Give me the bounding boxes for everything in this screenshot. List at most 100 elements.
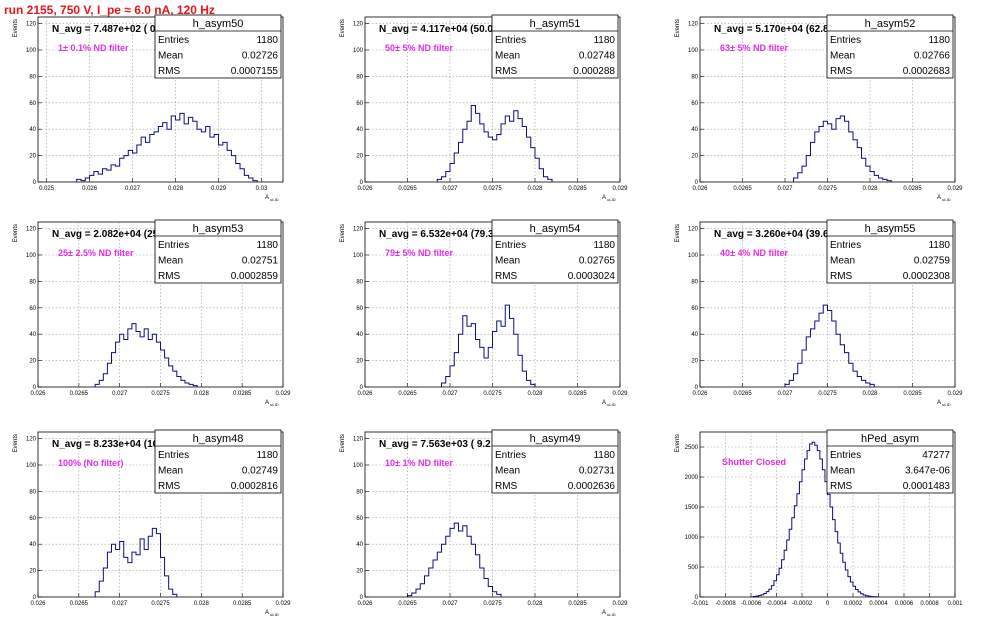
histogram-line <box>793 115 892 182</box>
stat-label-entries: Entries <box>158 35 189 46</box>
y-tick-label: 80 <box>29 279 36 285</box>
x-axis-label: A uLID <box>265 400 279 407</box>
y-tick-label: 80 <box>29 74 36 80</box>
y-axis-label: Events <box>340 434 346 452</box>
x-tick-label: 0.0265 <box>398 601 417 607</box>
x-tick-label: 0.0265 <box>733 186 752 192</box>
stat-value-rms: 0.0007155 <box>231 66 279 77</box>
y-tick-label: 80 <box>356 279 363 285</box>
histogram-line <box>436 104 553 182</box>
x-tick-label: 0.026 <box>692 391 708 397</box>
y-tick-label: 120 <box>353 227 364 233</box>
stat-label-mean: Mean <box>830 51 855 62</box>
stat-label-mean: Mean <box>158 51 183 62</box>
x-tick-label: 0.0004 <box>869 601 888 607</box>
n-avg-label: N_avg = 8.233e+04 (100.0 %) <box>52 439 187 450</box>
y-tick-label: 120 <box>353 437 364 443</box>
y-tick-label: 60 <box>356 306 363 312</box>
x-axis-label: A uLID <box>937 195 951 202</box>
x-tick-label: 0.026 <box>357 391 373 397</box>
n-avg-label: N_avg = 2.082e+04 (25.3 %) <box>52 229 182 240</box>
y-tick-label: 100 <box>26 463 37 469</box>
x-tick-label: 0.029 <box>612 601 628 607</box>
x-axis-label: A uLID <box>937 400 951 407</box>
stat-value-rms: 0.000288 <box>573 66 615 77</box>
stat-value-mean: 0.02751 <box>242 256 279 267</box>
y-tick-label: 0 <box>360 180 364 186</box>
run-title: run 2155, 750 V, I_pe ≈ 6.0 nA, 120 Hz <box>4 3 215 17</box>
x-tick-label: 0.028 <box>194 601 210 607</box>
y-axis-label: Events <box>675 224 681 242</box>
x-tick-label: 0.026 <box>30 391 46 397</box>
y-tick-label: 120 <box>353 22 364 28</box>
x-tick-label: 0.0275 <box>151 391 170 397</box>
y-axis-label: Events <box>675 434 681 452</box>
x-tick-label: 0.028 <box>527 186 543 192</box>
y-tick-label: 40 <box>356 332 363 338</box>
y-tick-label: 0 <box>360 385 364 391</box>
histogram-name: h_asym48 <box>193 433 244 445</box>
stat-value-rms: 0.0002308 <box>903 271 951 282</box>
stats-box <box>491 429 619 494</box>
stat-value-entries: 1180 <box>593 240 615 251</box>
stats-box <box>826 429 954 494</box>
x-tick-label: 0.029 <box>275 601 291 607</box>
x-tick-label: 0.0002 <box>844 601 863 607</box>
stat-value-entries: 1180 <box>928 240 950 251</box>
stats-box <box>826 14 954 79</box>
panel-h_asym54: 0.026 0.0265 0.027 0.0275 0.028 0.0285 0.029 0 2… <box>340 219 628 407</box>
x-tick-label: 0.026 <box>82 186 98 192</box>
filter-label: 63± 5% ND filter <box>720 43 788 53</box>
y-tick-label: 80 <box>29 489 36 495</box>
y-tick-label: 60 <box>356 101 363 107</box>
histogram-name: h_asym51 <box>530 18 581 30</box>
y-tick-label: 100 <box>353 48 364 54</box>
stat-value-mean: 0.02726 <box>242 51 279 62</box>
y-axis-label: Events <box>13 19 19 37</box>
x-tick-label: 0.0285 <box>233 391 252 397</box>
stat-value-entries: 1180 <box>593 35 615 46</box>
y-tick-label: 80 <box>356 489 363 495</box>
filter-label: 79± 5% ND filter <box>385 248 453 258</box>
histogram-name: hPed_asym <box>861 433 919 445</box>
x-tick-label: 0.0285 <box>903 391 922 397</box>
y-tick-label: 120 <box>688 227 699 233</box>
y-tick-label: 120 <box>688 22 699 28</box>
panel-h_asym53: 0.026 0.0265 0.027 0.0275 0.028 0.0285 0.029 0 2… <box>13 219 291 407</box>
stat-label-entries: Entries <box>495 240 526 251</box>
x-tick-label: -0.0002 <box>792 601 813 607</box>
panel-h_asym51: 0.026 0.0265 0.027 0.0275 0.028 0.0285 0.029 0 2… <box>340 14 628 202</box>
x-tick-label: 0.0275 <box>818 391 837 397</box>
y-tick-label: 40 <box>356 542 363 548</box>
y-tick-label: 60 <box>691 101 698 107</box>
y-tick-label: 20 <box>29 154 36 160</box>
histogram-name: h_asym49 <box>530 433 581 445</box>
x-tick-label: -0.001 <box>691 601 709 607</box>
stat-value-entries: 1180 <box>928 35 950 46</box>
x-tick-label: 0.029 <box>612 186 628 192</box>
histogram-line <box>750 441 879 598</box>
stat-label-rms: RMS <box>158 271 181 282</box>
y-tick-label: 80 <box>691 74 698 80</box>
stat-label-entries: Entries <box>830 35 861 46</box>
x-tick-label: 0.028 <box>862 186 878 192</box>
stat-value-entries: 47277 <box>922 450 950 461</box>
panel-h_asym49: 0.026 0.0265 0.027 0.0275 0.028 0.0285 0.029 0 2… <box>340 429 628 617</box>
y-tick-label: 20 <box>691 359 698 365</box>
y-tick-label: 40 <box>691 127 698 133</box>
stat-label-rms: RMS <box>830 66 853 77</box>
filter-label: 100% (No filter) <box>58 458 124 468</box>
y-tick-label: 1500 <box>685 505 699 511</box>
y-tick-label: 120 <box>26 227 37 233</box>
x-tick-label: 0.029 <box>612 391 628 397</box>
stat-value-mean: 0.02765 <box>579 256 616 267</box>
stat-label-rms: RMS <box>495 271 518 282</box>
y-tick-label: 20 <box>356 154 363 160</box>
y-tick-label: 40 <box>29 127 36 133</box>
x-tick-label: 0.001 <box>947 601 963 607</box>
x-tick-label: 0.0285 <box>903 186 922 192</box>
y-tick-label: 40 <box>356 127 363 133</box>
x-tick-label: 0.0265 <box>398 186 417 192</box>
stat-label-entries: Entries <box>158 450 189 461</box>
x-tick-label: 0.028 <box>862 391 878 397</box>
